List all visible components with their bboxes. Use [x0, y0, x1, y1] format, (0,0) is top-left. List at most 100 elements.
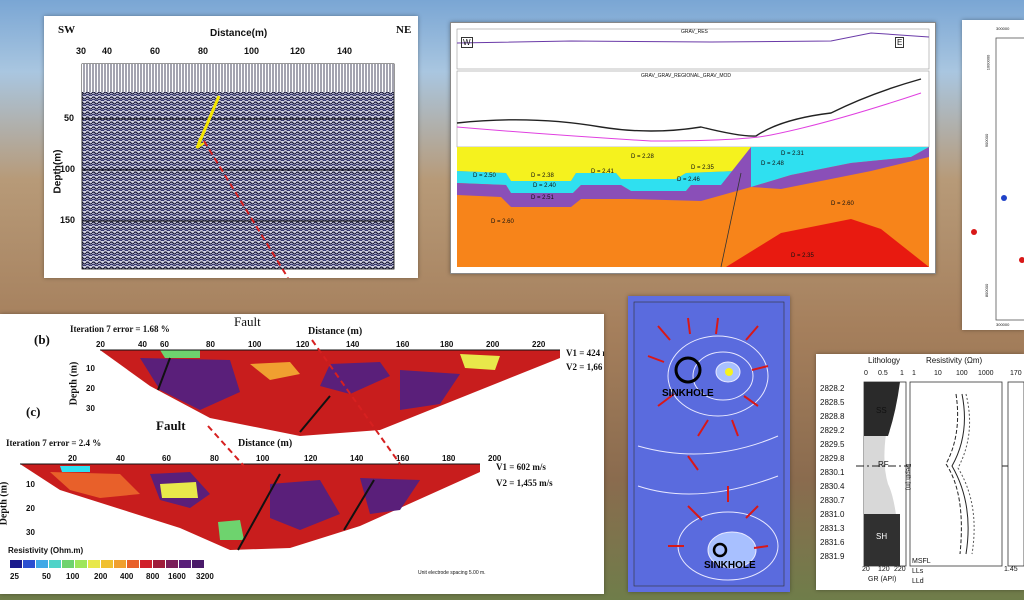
ert-iteration-c: Iteration 7 error = 2.4 % — [6, 438, 101, 448]
velocity-v1-c: V1 = 602 m/s — [496, 462, 546, 472]
unit-ss: SS — [876, 406, 887, 415]
ert-iteration-b: Iteration 7 error = 1.68 % — [70, 324, 170, 334]
scatter-map-plot — [962, 20, 1024, 330]
depth-value: 2828.5 — [820, 398, 844, 407]
unit-rf: RF — [878, 460, 889, 469]
fault-label-mid: Fault — [156, 418, 186, 434]
depth-value: 2828.8 — [820, 412, 844, 421]
layer-density: D = 2.28 — [631, 154, 654, 160]
velocity-v2-b: V2 = 1,66 — [566, 362, 602, 372]
scatter-map-panel: 1000000 900000 800000 300000 300000 — [962, 20, 1024, 330]
seismic-x-tick: 140 — [337, 46, 352, 56]
ert-x-tick: 120 — [296, 340, 309, 349]
layer-density: D = 2.60 — [491, 219, 514, 225]
depth-value: 2829.8 — [820, 454, 844, 463]
gravity-top-title: GRAV_RES — [681, 29, 708, 35]
ert-x-title-b: Distance (m) — [308, 326, 362, 337]
velocity-v1-b: V1 = 424 m — [566, 348, 604, 358]
ert-y-tick: 30 — [26, 528, 35, 537]
ert-y-title-b: Depth (m) — [68, 362, 79, 406]
gravity-marker-right: E — [895, 37, 904, 48]
layer-density: D = 2.60 — [831, 201, 854, 207]
lith-scale: 0 — [864, 370, 868, 377]
ert-x-title-c: Distance (m) — [238, 438, 292, 449]
sinkhole-map-plot — [628, 296, 790, 592]
seismic-x-tick: 30 — [76, 46, 86, 56]
legend-value: 800 — [146, 572, 159, 581]
res-scale: 10 — [934, 370, 942, 377]
seismic-y-tick: 100 — [60, 164, 75, 174]
map-ytick: 800000 — [984, 284, 989, 297]
depth-axis-title: Depth (m) — [904, 464, 910, 491]
log-legend-lls: LLs — [912, 568, 923, 575]
depth-value: 2831.6 — [820, 538, 844, 547]
unit-sh: SH — [876, 532, 887, 541]
log-legend-msfl: MSFL — [912, 558, 931, 565]
spacing-note: Unit electrode spacing 5.00 m. — [418, 570, 486, 576]
gravity-model-panel: W E GRAV_RES GRAV_GRAV_REGIONAL_GRAV_MOD… — [450, 22, 936, 274]
lith-scale: 0.5 — [878, 370, 888, 377]
legend-value: 25 — [10, 572, 19, 581]
ert-label-c: (c) — [26, 404, 40, 420]
ert-x-tick: 20 — [68, 454, 77, 463]
layer-density: D = 2.50 — [473, 173, 496, 179]
ert-section-plot — [0, 314, 604, 594]
lithology-title: Lithology — [868, 356, 900, 365]
seismic-dir-right: NE — [396, 24, 411, 36]
depth-value: 2829.5 — [820, 440, 844, 449]
ert-y-tick: 10 — [86, 364, 95, 373]
resistivity-legend-swatches — [10, 560, 204, 568]
ert-y-tick: 20 — [86, 384, 95, 393]
ert-x-tick: 200 — [486, 340, 499, 349]
ert-x-tick: 80 — [206, 340, 215, 349]
fault-label-top: Fault — [234, 314, 261, 330]
depth-value: 2831.3 — [820, 524, 844, 533]
depth-value: 2828.2 — [820, 384, 844, 393]
map-xtick: 300000 — [996, 26, 1009, 31]
ert-x-tick: 60 — [162, 454, 171, 463]
ert-y-title-c: Depth (m) — [0, 482, 9, 526]
well-log-plot — [816, 354, 1024, 590]
ert-x-tick: 140 — [350, 454, 363, 463]
ert-x-tick: 20 — [96, 340, 105, 349]
map-ytick: 900000 — [984, 134, 989, 147]
ert-x-tick: 140 — [346, 340, 359, 349]
seismic-x-tick: 40 — [102, 46, 112, 56]
seismic-x-tick: 100 — [244, 46, 259, 56]
depth-value: 2830.1 — [820, 468, 844, 477]
gr-scale: 220 — [894, 566, 906, 573]
legend-value: 200 — [94, 572, 107, 581]
resistivity-legend-title: Resistivity (Ohm.m) — [8, 546, 83, 555]
depth-value: 2830.4 — [820, 482, 844, 491]
gravity-mid-title: GRAV_GRAV_REGIONAL_GRAV_MOD — [641, 73, 731, 79]
ert-y-tick: 30 — [86, 404, 95, 413]
layer-density: D = 2.51 — [531, 195, 554, 201]
layer-density: D = 2.31 — [781, 151, 804, 157]
ert-y-tick: 20 — [26, 504, 35, 513]
right-track-bottom: 1.45 — [1004, 566, 1018, 573]
layer-density: D = 2.41 — [591, 169, 614, 175]
ert-x-tick: 40 — [116, 454, 125, 463]
layer-density: D = 2.38 — [531, 173, 554, 179]
sinkhole-label-top: SINKHOLE — [662, 388, 714, 399]
lith-scale: 1 — [900, 370, 904, 377]
layer-density: D = 2.48 — [761, 161, 784, 167]
gravity-marker-left: W — [461, 37, 473, 48]
sinkhole-map-panel: SINKHOLE SINKHOLE — [628, 296, 790, 592]
legend-value: 400 — [120, 572, 133, 581]
seismic-x-tick: 60 — [150, 46, 160, 56]
ert-x-tick: 180 — [440, 340, 453, 349]
legend-value: 50 — [42, 572, 51, 581]
layer-density: D = 2.35 — [691, 165, 714, 171]
resistivity-title: Resistivity (Ωm) — [926, 356, 982, 365]
legend-value: 1600 — [168, 572, 186, 581]
ert-x-tick: 160 — [396, 454, 409, 463]
ert-x-tick: 100 — [248, 340, 261, 349]
ert-y-tick: 10 — [26, 480, 35, 489]
depth-value: 2830.7 — [820, 496, 844, 505]
legend-value: 100 — [66, 572, 79, 581]
gr-scale: 120 — [878, 566, 890, 573]
res-scale: 1 — [912, 370, 916, 377]
ert-label-b: (b) — [34, 332, 50, 348]
log-legend-lld: LLd — [912, 578, 924, 585]
